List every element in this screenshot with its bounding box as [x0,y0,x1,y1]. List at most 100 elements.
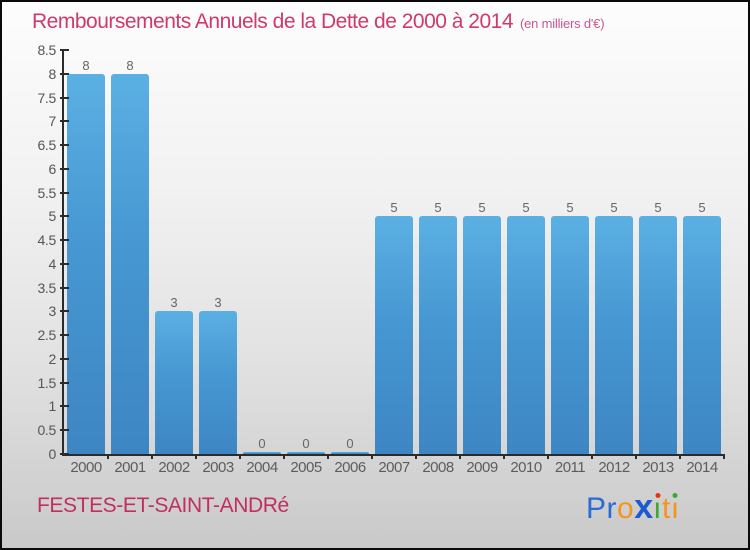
y-axis-tick [60,144,69,147]
y-axis-tick [60,72,69,75]
bar-group: 5 [504,201,548,454]
y-axis-tick [60,191,69,194]
x-axis-label: 2012 [598,459,630,476]
y-axis-tick-label: 7 [48,113,57,130]
bar [419,216,457,454]
y-axis-tick [60,429,69,432]
bar-value-label: 0 [258,435,266,451]
y-axis-tick-label: 0 [48,446,57,462]
chart-units-label: (en milliers d'€) [520,16,605,31]
bar-value-label: 5 [654,200,662,216]
bar-value-label: 0 [346,435,354,451]
bar [375,216,413,454]
x-axis-label: 2010 [510,459,542,476]
x-axis-tick [107,454,109,459]
x-axis-tick [547,454,549,459]
bar-value-label: 5 [610,200,618,216]
bar-group: 0 [240,435,284,454]
bar-group: 3 [196,296,240,454]
x-axis-label: 2006 [334,459,366,476]
logo-i-stem: ı [653,492,662,525]
y-axis-tick [60,96,69,99]
bar-group: 5 [548,201,592,454]
x-axis-labels: 2000 2001 2002 2003 2004 2005 2006 2007 2008 2009… [64,459,724,476]
bar-group: 5 [592,201,636,454]
bar-value-label: 3 [170,295,178,311]
y-axis-tick [60,262,69,265]
y-axis-tick-label: 4 [48,255,57,272]
x-axis-label: 2004 [246,459,278,476]
bar-group: 3 [152,296,196,454]
x-axis-tick [239,454,241,459]
x-axis-tick [679,454,681,459]
y-axis-tick-label: 2 [48,350,57,367]
bar-group: 8 [64,59,108,454]
bars-container: 8 8 3 3 0 0 0 5 5 5 5 5 5 5 5 [64,50,724,454]
x-axis-label: 2007 [378,459,410,476]
proxiti-logo[interactable]: Prox ıt ı [586,488,680,528]
y-axis-tick-label: 1.5 [37,374,56,391]
bar [243,451,281,454]
y-axis-tick [60,405,69,408]
x-axis-label: 2011 [554,459,586,476]
y-axis-tick [60,120,69,123]
logo-letter-x: x [634,488,654,526]
x-axis-label: 2003 [202,459,234,476]
x-axis-label: 2001 [114,459,146,476]
x-axis-tick [591,454,593,459]
bar [595,216,633,454]
y-axis-tick [60,357,69,360]
x-axis-tick [723,454,725,459]
y-axis-tick-label: 2.5 [37,327,56,344]
logo-letter-p: P [586,492,607,525]
x-axis-tick [371,454,373,459]
bar-group: 0 [284,435,328,454]
x-axis-tick [503,454,505,459]
bar [331,451,369,454]
y-axis-tick-label: 1 [48,398,57,415]
bar-value-label: 5 [566,200,574,216]
logo-letter-i: ı [671,490,680,528]
logo-i-stem: ı [670,492,680,525]
y-axis-tick-label: 8.5 [37,42,56,58]
y-axis-tick [60,239,69,242]
y-axis-tick [60,167,69,170]
bar-value-label: 5 [522,200,530,216]
bar-group: 5 [636,201,680,454]
chart-title: Remboursements Annuels de la Dette de 20… [32,10,514,33]
bar [199,311,237,454]
bar-group: 0 [328,435,372,454]
x-axis-tick [327,454,329,459]
bar [111,73,149,454]
bar-value-label: 5 [478,200,486,216]
bar-group: 5 [416,201,460,454]
bar-group: 5 [372,201,416,454]
plot-area: 8 8 3 3 0 0 0 5 5 5 5 5 5 5 5 2000 2001 2002 2003 2004 2005… [37,42,725,476]
logo-letter-r: r [606,492,618,525]
x-axis-label: 2014 [686,459,718,476]
x-axis-tick [283,454,285,459]
x-axis-label: 2013 [642,459,674,476]
bar-group: 5 [460,201,504,454]
bar-value-label: 0 [302,435,310,451]
x-axis-tick [635,454,637,459]
bar-value-label: 5 [390,200,398,216]
chart-header: Remboursements Annuels de la Dette de 20… [32,10,605,34]
bar [507,216,545,454]
bar [287,451,325,454]
bar [639,216,677,454]
logo-i-dot [655,493,661,498]
y-axis-tick-label: 6 [48,160,57,177]
x-axis-tick [195,454,197,459]
y-axis-tick-label: 4.5 [37,232,56,249]
y-axis-tick-label: 0.5 [37,422,56,439]
x-axis-tick [151,454,153,459]
x-axis-label: 2005 [290,459,322,476]
bar-value-label: 8 [126,57,134,73]
bar-value-label: 3 [214,295,222,311]
y-axis-tick [60,334,69,337]
bar-value-label: 5 [698,200,706,216]
x-axis-label: 2000 [70,459,102,476]
y-axis-tick-label: 3 [48,303,57,320]
bar-group: 8 [108,59,152,454]
